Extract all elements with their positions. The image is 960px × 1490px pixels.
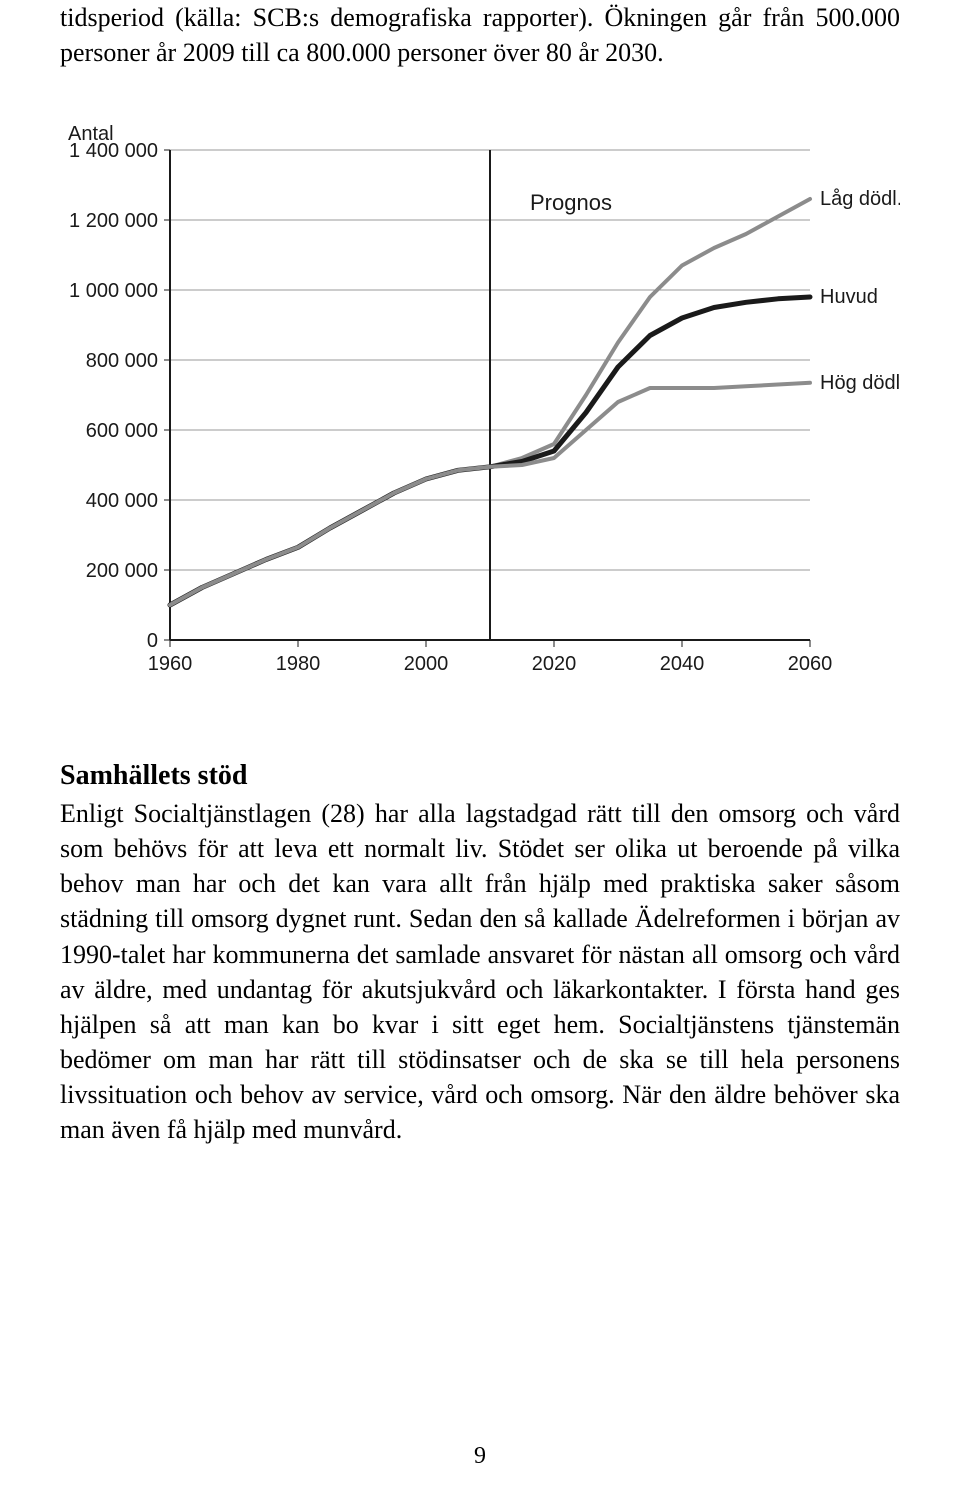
y-tick-label: 400 000: [86, 490, 158, 512]
y-tick-label: 600 000: [86, 420, 158, 442]
prognosis-label: Prognos: [530, 190, 612, 215]
x-tick-label: 1980: [276, 653, 321, 675]
page-number: 9: [0, 1443, 960, 1470]
population-chart: Antal0200 000400 000600 000800 0001 000 …: [60, 110, 900, 710]
section-body: Enligt Socialtjänstlagen (28) har alla l…: [60, 796, 900, 1147]
y-tick-label: 0: [147, 630, 158, 652]
y-tick-label: 800 000: [86, 350, 158, 372]
series-label: Huvud: [820, 286, 878, 308]
y-tick-label: 1 400 000: [69, 140, 158, 162]
x-tick-label: 2020: [532, 653, 577, 675]
intro-paragraph: tidsperiod (källa: SCB:s demografiska ra…: [60, 0, 900, 70]
x-tick-label: 2000: [404, 653, 449, 675]
series-label: Hög dödl.: [820, 372, 900, 394]
x-tick-label: 2040: [660, 653, 705, 675]
series-label: Låg dödl.: [820, 188, 900, 210]
y-tick-label: 1 000 000: [69, 280, 158, 302]
x-tick-label: 1960: [148, 653, 193, 675]
section-heading: Samhällets stöd: [60, 760, 900, 792]
y-tick-label: 200 000: [86, 560, 158, 582]
y-tick-label: 1 200 000: [69, 210, 158, 232]
x-tick-label: 2060: [788, 653, 833, 675]
